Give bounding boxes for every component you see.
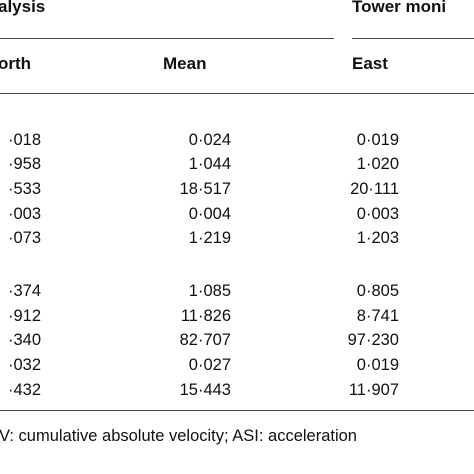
cell-north: ·003 (7, 205, 41, 223)
group-rule-tower (352, 38, 474, 39)
cell-north: ·912 (7, 307, 41, 325)
cell-east: 1·203 (356, 229, 399, 247)
cell-mean: 1·219 (188, 229, 231, 247)
cell-mean: 15·443 (179, 381, 231, 399)
header-group-tower-monitoring: Tower moni (352, 0, 447, 16)
column-header-east: East (352, 54, 388, 73)
table-footnote: V: cumulative absolute velocity; ASI: ac… (0, 427, 357, 445)
cell-mean: 0·004 (188, 205, 231, 223)
cell-east: 11·907 (348, 381, 399, 399)
cell-north: ·340 (7, 331, 41, 349)
cell-mean: 18·517 (179, 180, 231, 198)
cell-east: 0·003 (356, 205, 399, 223)
cell-east: 0·019 (356, 131, 399, 149)
cell-mean: 0·024 (188, 131, 231, 149)
cell-east: 1·020 (356, 155, 399, 173)
cell-east: 97·230 (347, 331, 399, 349)
cell-north: ·073 (7, 229, 41, 247)
cell-mean: 1·085 (188, 282, 231, 300)
cell-north: ·533 (7, 180, 41, 198)
header-rule (0, 93, 474, 94)
cell-east: 0·019 (356, 356, 399, 374)
group-rule-analysis (0, 38, 334, 39)
cell-mean: 82·707 (179, 331, 231, 349)
column-header-north: orth (0, 54, 32, 73)
column-header-mean: Mean (163, 54, 207, 73)
cell-east: 0·805 (356, 282, 399, 300)
cell-mean: 11·826 (180, 307, 231, 325)
cell-east: 20·111 (350, 180, 399, 198)
bottom-rule (0, 410, 474, 411)
cell-north: ·032 (7, 356, 41, 374)
header-group-analysis: alysis (0, 0, 46, 16)
cell-north: ·374 (7, 282, 41, 300)
cell-north: ·958 (7, 155, 41, 173)
cell-north: ·432 (7, 381, 41, 399)
cell-mean: 1·044 (188, 155, 231, 173)
cell-mean: 0·027 (188, 356, 231, 374)
cell-north: ·018 (7, 131, 41, 149)
cell-east: 8·741 (356, 307, 399, 325)
